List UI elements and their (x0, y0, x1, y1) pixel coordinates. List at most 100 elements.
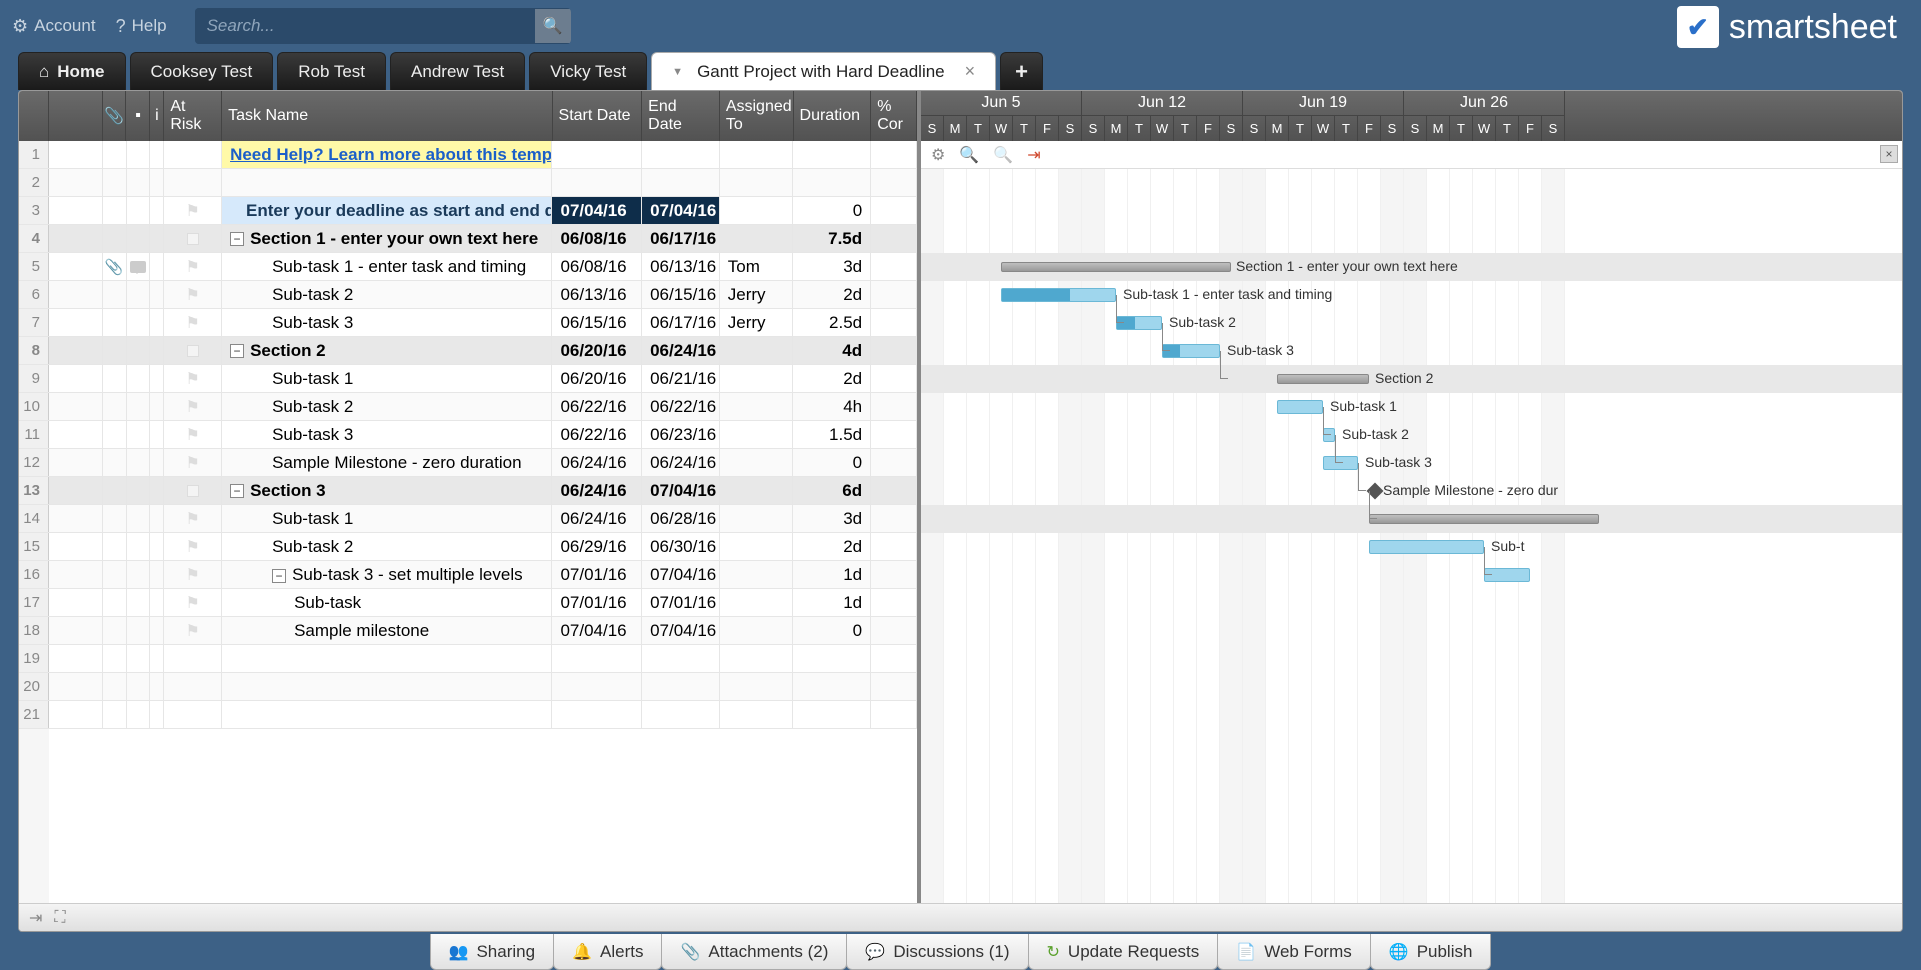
task-name-cell[interactable]: −Section 2 (222, 337, 552, 364)
start-date-cell[interactable]: 07/04/16 (552, 617, 642, 644)
tab-vicky-test[interactable]: Vicky Test (529, 52, 647, 90)
task-name-cell[interactable]: Sub-task 1 (222, 365, 552, 392)
duration-cell[interactable]: 2d (793, 533, 871, 560)
expand-icon[interactable]: ⛶ (54, 909, 65, 927)
end-date-cell[interactable]: 06/13/16 (642, 253, 720, 280)
end-date-cell[interactable]: 07/04/16 (642, 197, 720, 224)
complete-cell[interactable] (871, 561, 917, 588)
assigned-cell[interactable] (720, 561, 794, 588)
complete-cell[interactable] (871, 673, 917, 700)
flag-icon[interactable]: ⚑ (186, 593, 200, 613)
tab-andrew-test[interactable]: Andrew Test (390, 52, 525, 90)
account-link[interactable]: ⚙Account (12, 16, 96, 37)
end-date-cell[interactable]: 06/28/16 (642, 505, 720, 532)
row-action[interactable] (49, 449, 103, 476)
start-date-cell[interactable] (552, 701, 642, 728)
assigned-cell[interactable] (720, 197, 794, 224)
assigned-cell[interactable]: Tom (720, 253, 794, 280)
flag-icon[interactable]: ⚑ (186, 621, 200, 641)
table-row[interactable]: 8−Section 206/20/1606/24/164d (19, 337, 917, 365)
table-row[interactable]: 10⚑Sub-task 206/22/1606/22/164h (19, 393, 917, 421)
collapse-icon[interactable]: − (230, 232, 244, 246)
flag-icon[interactable] (187, 485, 199, 497)
end-date-cell[interactable]: 06/24/16 (642, 337, 720, 364)
col-header-rownum[interactable] (19, 91, 49, 141)
duration-cell[interactable]: 1d (793, 561, 871, 588)
row-action[interactable] (49, 253, 103, 280)
complete-cell[interactable] (871, 365, 917, 392)
duration-cell[interactable]: 0 (793, 449, 871, 476)
col-header-info[interactable]: i (150, 91, 164, 141)
assigned-cell[interactable] (720, 169, 794, 196)
gantt-bar[interactable] (1162, 344, 1220, 358)
task-name-cell[interactable]: Enter your deadline as start and end dat… (222, 197, 552, 224)
assigned-cell[interactable] (720, 505, 794, 532)
footer-tab-sharing[interactable]: 👥Sharing (430, 934, 555, 970)
help-link[interactable]: ?Help (116, 16, 167, 37)
row-action[interactable] (49, 281, 103, 308)
row-action[interactable] (49, 645, 103, 672)
end-date-cell[interactable] (642, 645, 720, 672)
end-date-cell[interactable]: 06/17/16 (642, 225, 720, 252)
close-icon[interactable]: × (965, 61, 976, 82)
task-name-cell[interactable]: Sub-task 2 (222, 533, 552, 560)
start-date-cell[interactable]: 06/24/16 (552, 449, 642, 476)
row-action[interactable] (49, 477, 103, 504)
assigned-cell[interactable] (720, 673, 794, 700)
flag-icon[interactable]: ⚑ (186, 509, 200, 529)
row-action[interactable] (49, 197, 103, 224)
row-action[interactable] (49, 393, 103, 420)
task-name-cell[interactable]: Sub-task 3 (222, 309, 552, 336)
footer-tab-web[interactable]: 📄Web Forms (1217, 934, 1370, 970)
complete-cell[interactable] (871, 253, 917, 280)
row-action[interactable] (49, 421, 103, 448)
col-header-assignedTo[interactable]: Assigned To (720, 91, 794, 141)
flag-icon[interactable]: ⚑ (186, 537, 200, 557)
end-date-cell[interactable]: 06/22/16 (642, 393, 720, 420)
task-name-cell[interactable]: Sub-task 2 (222, 393, 552, 420)
end-date-cell[interactable] (642, 673, 720, 700)
table-row[interactable]: 17⚑Sub-task07/01/1607/01/161d (19, 589, 917, 617)
complete-cell[interactable] (871, 225, 917, 252)
grid-body[interactable]: 1Need Help? Learn more about this templa… (19, 141, 917, 903)
assigned-cell[interactable] (720, 421, 794, 448)
tab-active[interactable]: ▼ Gantt Project with Hard Deadline × (651, 52, 996, 90)
start-date-cell[interactable]: 07/04/16 (552, 197, 642, 224)
complete-cell[interactable] (871, 701, 917, 728)
collapse-icon[interactable]: − (272, 569, 286, 583)
assigned-cell[interactable] (720, 225, 794, 252)
gantt-bar[interactable] (1369, 540, 1484, 554)
col-header-complete[interactable]: % Cor (871, 91, 917, 141)
complete-cell[interactable] (871, 505, 917, 532)
start-date-cell[interactable] (552, 645, 642, 672)
start-date-cell[interactable] (552, 673, 642, 700)
chevron-down-icon[interactable]: ▼ (672, 66, 683, 78)
col-header-endDate[interactable]: End Date (642, 91, 720, 141)
duration-cell[interactable]: 7.5d (793, 225, 871, 252)
duration-cell[interactable] (793, 701, 871, 728)
footer-tab-publish[interactable]: 🌐Publish (1370, 934, 1492, 970)
complete-cell[interactable] (871, 645, 917, 672)
clip-icon[interactable]: 📎 (105, 258, 124, 276)
start-date-cell[interactable]: 07/01/16 (552, 589, 642, 616)
complete-cell[interactable] (871, 337, 917, 364)
end-date-cell[interactable]: 06/17/16 (642, 309, 720, 336)
assigned-cell[interactable] (720, 337, 794, 364)
flag-icon[interactable]: ⚑ (186, 285, 200, 305)
flag-icon[interactable]: ⚑ (186, 453, 200, 473)
duration-cell[interactable]: 0 (793, 197, 871, 224)
search-button[interactable]: 🔍 (535, 9, 571, 43)
task-name-cell[interactable]: −Section 3 (222, 477, 552, 504)
footer-tab-update[interactable]: ↻Update Requests (1028, 934, 1219, 970)
assigned-cell[interactable] (720, 141, 794, 168)
end-date-cell[interactable]: 07/04/16 (642, 477, 720, 504)
gantt-bar[interactable] (1001, 288, 1116, 302)
end-date-cell[interactable]: 06/15/16 (642, 281, 720, 308)
gear-icon[interactable]: ⚙ (931, 145, 945, 165)
tab-home[interactable]: ⌂Home (18, 52, 126, 90)
col-header-atRisk[interactable]: At Risk (164, 91, 222, 141)
start-date-cell[interactable]: 06/24/16 (552, 505, 642, 532)
complete-cell[interactable] (871, 477, 917, 504)
flag-icon[interactable]: ⚑ (186, 565, 200, 585)
end-date-cell[interactable]: 06/30/16 (642, 533, 720, 560)
